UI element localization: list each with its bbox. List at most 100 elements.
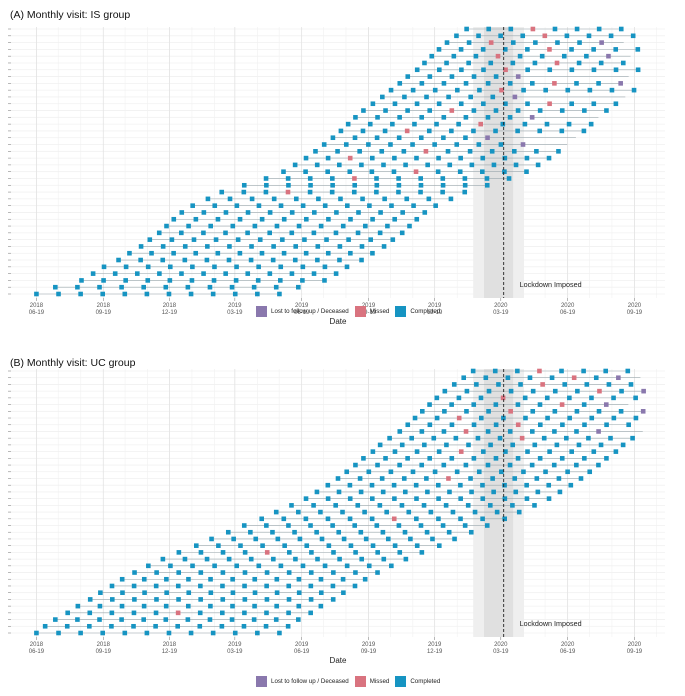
visit-point — [611, 395, 616, 401]
panel-a-plot: Lockdown Imposed201806-19201809-19201812… — [8, 26, 665, 326]
visit-point — [380, 529, 386, 535]
visit-point — [556, 476, 562, 481]
x-tick-label-year: 2018 — [163, 303, 177, 309]
visit-point — [440, 176, 446, 181]
visit-point — [109, 583, 115, 589]
visit-point — [385, 223, 390, 229]
visit-point — [251, 284, 257, 290]
visit-point — [480, 47, 486, 52]
visit-point — [556, 149, 561, 154]
visit-point — [179, 210, 185, 215]
visit-point — [144, 291, 150, 297]
visit-point — [426, 128, 432, 134]
legend-label-missed: Missed — [369, 677, 390, 685]
visit-point — [333, 271, 339, 276]
visit-point — [409, 435, 414, 441]
x-tick-label-date: 12-19 — [427, 649, 443, 655]
visit-point — [353, 462, 358, 468]
visit-point — [264, 550, 270, 555]
visit-point — [502, 496, 508, 501]
visit-point — [87, 623, 92, 629]
visit-point — [455, 87, 460, 93]
visit-point — [446, 529, 452, 535]
visit-point — [340, 576, 346, 582]
visit-point — [432, 87, 438, 93]
visit-point — [613, 47, 619, 52]
visit-point — [233, 278, 239, 283]
visit-point — [122, 291, 128, 297]
visit-point — [468, 94, 473, 100]
visit-point — [175, 623, 180, 629]
visit-point — [270, 529, 275, 535]
visit-point — [362, 509, 367, 515]
visit-point — [391, 516, 397, 522]
visit-point — [223, 210, 229, 215]
visit-point — [463, 81, 469, 86]
visit-point — [518, 382, 523, 387]
visit-point — [510, 60, 516, 66]
visit-point — [341, 590, 346, 595]
visit-point — [359, 257, 364, 263]
visit-point — [502, 47, 508, 52]
visit-point — [436, 67, 442, 73]
visit-point — [314, 529, 319, 535]
x-tick-label-date: 09-19 — [96, 649, 112, 655]
visit-point — [160, 556, 166, 562]
visit-point — [374, 176, 379, 181]
visit-point — [537, 456, 543, 461]
lockdown-shade-inner — [484, 369, 514, 637]
visit-point — [480, 516, 485, 522]
visit-point — [116, 257, 121, 263]
visit-point — [138, 244, 144, 249]
visit-point — [176, 597, 181, 602]
visit-point — [392, 496, 397, 501]
visit-point — [596, 429, 601, 434]
visit-point — [515, 74, 521, 79]
visit-point — [210, 291, 216, 297]
x-tick-label-date: 12-19 — [427, 310, 443, 316]
visit-point — [515, 422, 521, 428]
visit-point — [338, 196, 343, 202]
visit-point — [494, 509, 500, 515]
visit-point — [451, 382, 457, 387]
visit-point — [591, 101, 597, 107]
visit-point — [533, 40, 538, 45]
visit-point — [529, 462, 535, 468]
visit-point — [270, 257, 276, 263]
visit-point — [535, 489, 541, 495]
visit-point — [357, 476, 363, 481]
visit-point — [427, 422, 433, 428]
visit-point — [586, 33, 592, 39]
x-tick-label-year: 2019 — [295, 303, 309, 309]
visit-point — [309, 550, 314, 555]
visit-point — [507, 429, 513, 434]
visit-point — [333, 503, 338, 508]
visit-point — [264, 182, 269, 188]
visit-point — [340, 223, 346, 229]
visit-point — [335, 476, 341, 481]
visit-point — [402, 489, 408, 495]
visit-point — [552, 26, 558, 32]
visit-point — [255, 630, 260, 636]
x-tick-label-year: 2019 — [228, 303, 242, 309]
x-tick-label-date: 09-19 — [361, 649, 377, 655]
visit-point — [345, 203, 350, 208]
visit-point — [537, 402, 543, 407]
visit-point — [392, 216, 397, 222]
visit-point — [166, 630, 172, 636]
visit-point — [259, 250, 265, 256]
visit-point — [109, 610, 115, 616]
visit-point — [232, 291, 238, 297]
visit-point — [530, 26, 536, 32]
visit-point — [586, 435, 591, 441]
visit-point — [190, 203, 195, 208]
visit-point — [223, 230, 228, 236]
visit-point — [186, 603, 191, 609]
visit-point — [42, 623, 48, 629]
visit-point — [380, 489, 386, 495]
visit-point — [256, 264, 261, 270]
visit-point — [522, 395, 528, 401]
visit-point — [596, 409, 602, 414]
visit-point — [419, 429, 425, 434]
visit-point — [449, 74, 455, 79]
